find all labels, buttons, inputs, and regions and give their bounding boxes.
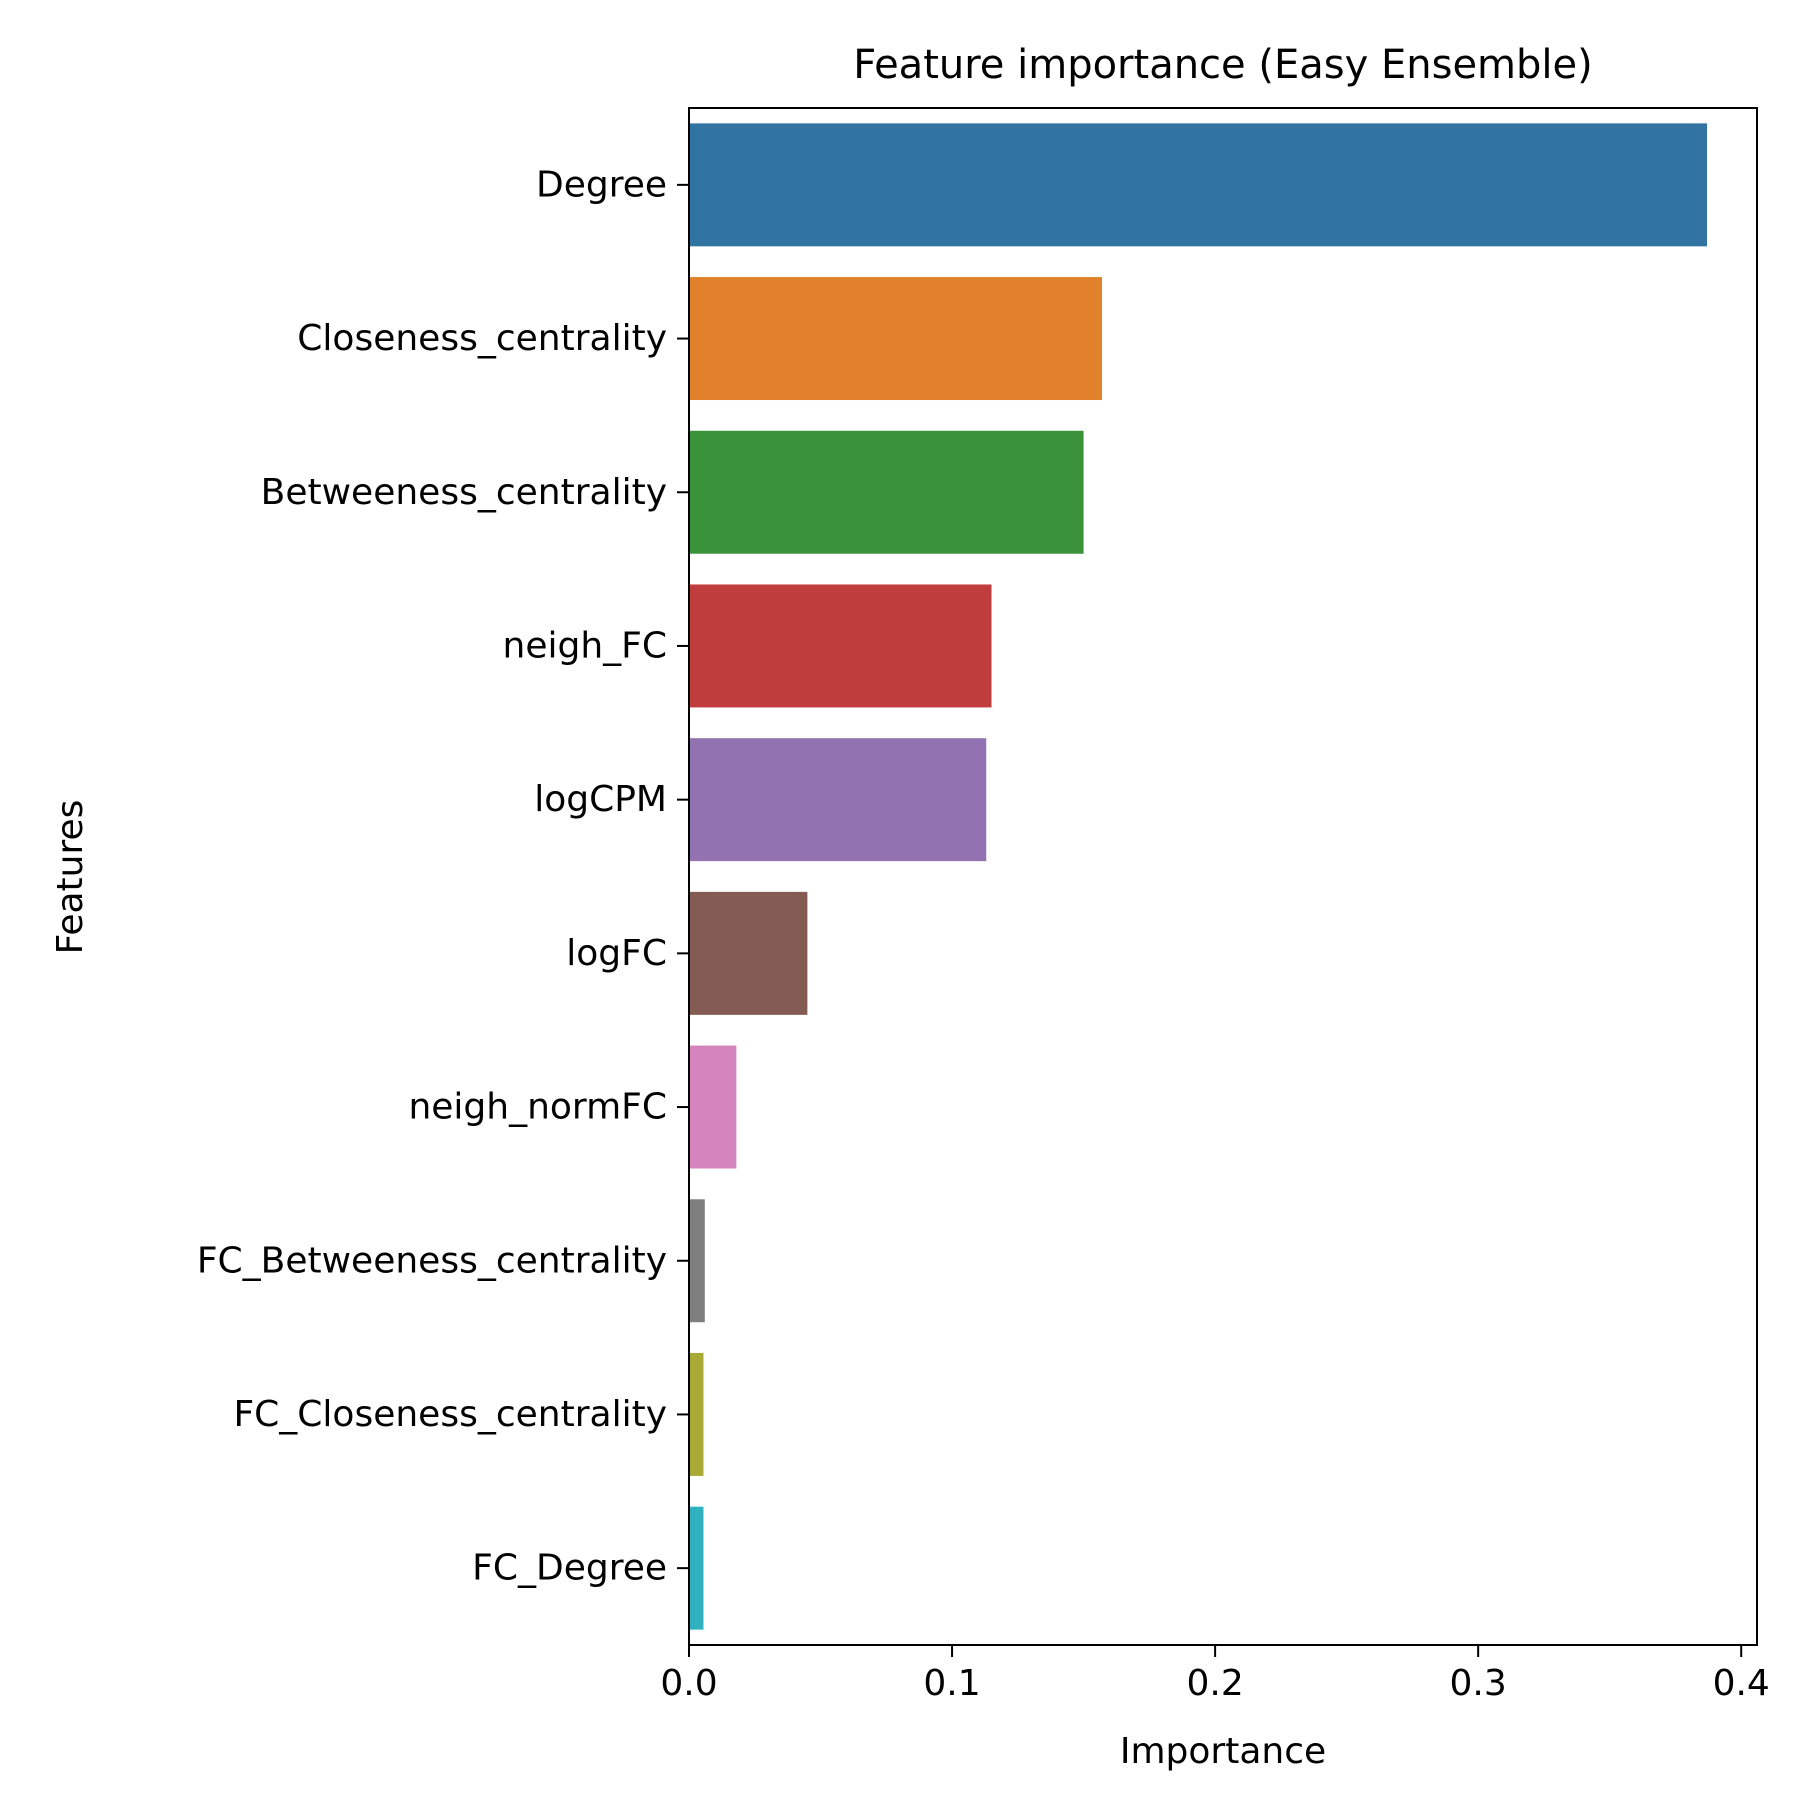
y-tick-label: FC_Betweeness_centrality (197, 1240, 667, 1281)
bar-FC_Betweeness_centrality (689, 1199, 705, 1323)
bar-logFC (689, 891, 808, 1015)
y-axis-label: Features (50, 800, 91, 955)
y-tick-label: neigh_FC (503, 625, 667, 666)
x-tick-label: 0.4 (1713, 1663, 1770, 1704)
y-tick-label: Betweeness_centrality (261, 472, 667, 513)
y-tick-label: FC_Closeness_centrality (233, 1394, 667, 1435)
chart-title: Feature importance (Easy Ensemble) (853, 42, 1593, 88)
y-tick-label: Closeness_centrality (297, 318, 667, 359)
x-tick-label: 0.1 (923, 1663, 980, 1704)
x-tick-label: 0.0 (660, 1663, 717, 1704)
x-tick-label: 0.2 (1186, 1663, 1243, 1704)
y-tick-label: logCPM (534, 779, 667, 820)
bar-neigh_FC (689, 584, 992, 708)
x-tick-label: 0.3 (1450, 1663, 1507, 1704)
bar-Betweeness_centrality (689, 430, 1084, 554)
ticks-group: Degree Closeness_centrality Betweeness_cen… (197, 164, 1770, 1704)
bar-logCPM (689, 738, 987, 862)
y-tick-label: logFC (566, 933, 667, 974)
bar-neigh_normFC (689, 1045, 737, 1169)
bars-group (689, 123, 1708, 1630)
y-tick-label: Degree (536, 164, 667, 205)
y-tick-label: FC_Degree (472, 1548, 667, 1589)
y-tick-label: neigh_normFC (408, 1087, 667, 1128)
x-axis-label: Importance (1120, 1731, 1326, 1772)
bar-FC_Degree (689, 1506, 704, 1630)
plot-frame (688, 107, 1758, 1646)
bar-FC_Closeness_centrality (689, 1352, 704, 1476)
bar-Degree (689, 123, 1708, 247)
bar-Closeness_centrality (689, 277, 1102, 401)
